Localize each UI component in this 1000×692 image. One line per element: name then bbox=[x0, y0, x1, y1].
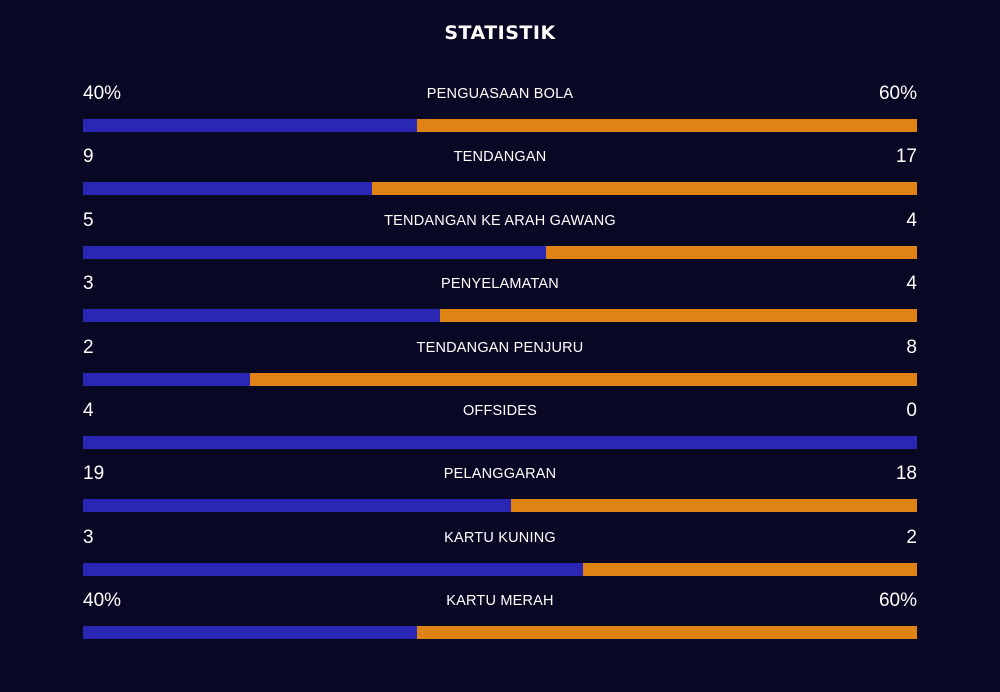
stat-row-yellow-cards: 3 KARTU KUNING 2 bbox=[83, 524, 917, 587]
stat-label: TENDANGAN KE ARAH GAWANG bbox=[384, 212, 616, 229]
away-bar-fill bbox=[583, 562, 917, 576]
away-value: 17 bbox=[895, 146, 917, 168]
comparison-bar bbox=[83, 119, 917, 132]
stat-label: PENGUASAAN BOLA bbox=[426, 86, 574, 102]
comparison-bar bbox=[83, 562, 917, 576]
away-value: 2 bbox=[906, 526, 917, 548]
away-bar-fill bbox=[440, 309, 917, 323]
home-bar-fill bbox=[83, 435, 917, 449]
stat-label: PENYELAMATAN bbox=[441, 276, 559, 293]
away-bar-fill bbox=[546, 245, 917, 259]
home-bar-fill bbox=[83, 182, 372, 196]
stat-row-corners: 2 TENDANGAN PENJURU 8 bbox=[83, 334, 917, 397]
home-value: 9 bbox=[83, 146, 94, 168]
comparison-bar bbox=[83, 182, 917, 196]
home-bar-fill bbox=[83, 562, 584, 576]
stat-label: TENDANGAN PENJURU bbox=[416, 339, 584, 356]
stats-title: STATISTIK bbox=[444, 22, 556, 44]
comparison-bar bbox=[83, 309, 917, 323]
comparison-bar bbox=[83, 435, 917, 449]
away-value: 60% bbox=[878, 590, 917, 612]
away-value: 4 bbox=[906, 209, 917, 231]
stat-label: PELANGGARAN bbox=[443, 466, 557, 483]
away-value: 0 bbox=[906, 399, 917, 421]
stat-row-shots-on-target: 5 TENDANGAN KE ARAH GAWANG 4 bbox=[83, 207, 917, 270]
stat-label: OFFSIDES bbox=[462, 402, 538, 419]
home-bar-fill bbox=[83, 372, 250, 386]
away-value: 60% bbox=[878, 83, 917, 104]
away-bar-fill bbox=[511, 499, 917, 513]
home-value: 5 bbox=[83, 209, 94, 231]
home-bar-fill bbox=[83, 626, 417, 640]
away-bar-fill bbox=[416, 119, 917, 132]
stat-row-ball-possession: 40% PENGUASAAN BOLA 60% bbox=[83, 80, 917, 143]
stat-row-saves: 3 PENYELAMATAN 4 bbox=[83, 270, 917, 333]
home-value: 40% bbox=[83, 590, 122, 612]
stat-row-offsides: 4 OFFSIDES 0 bbox=[83, 397, 917, 460]
stats-list: 40% PENGUASAAN BOLA 60% 9 TENDANGAN 17 5… bbox=[83, 80, 917, 651]
home-bar-fill bbox=[83, 499, 512, 513]
comparison-bar bbox=[83, 245, 917, 259]
home-bar-fill bbox=[83, 309, 441, 323]
comparison-bar bbox=[83, 499, 917, 513]
away-bar-fill bbox=[249, 372, 917, 386]
away-value: 18 bbox=[895, 463, 917, 485]
stat-label: KARTU KUNING bbox=[444, 529, 556, 546]
home-bar-fill bbox=[83, 119, 417, 132]
stat-row-shots: 9 TENDANGAN 17 bbox=[83, 143, 917, 206]
home-value: 4 bbox=[83, 399, 94, 421]
stat-row-fouls: 19 PELANGGARAN 18 bbox=[83, 460, 917, 523]
away-bar-fill bbox=[371, 182, 917, 196]
home-value: 3 bbox=[83, 273, 94, 295]
home-value: 2 bbox=[83, 336, 94, 358]
stat-label: TENDANGAN bbox=[453, 149, 547, 166]
comparison-bar bbox=[83, 626, 917, 640]
home-value: 3 bbox=[83, 526, 94, 548]
stat-row-red-cards: 40% KARTU MERAH 60% bbox=[83, 587, 917, 650]
home-bar-fill bbox=[83, 245, 547, 259]
home-value: 40% bbox=[83, 83, 122, 104]
away-value: 8 bbox=[906, 336, 917, 358]
away-value: 4 bbox=[906, 273, 917, 295]
comparison-bar bbox=[83, 372, 917, 386]
home-value: 19 bbox=[83, 463, 105, 485]
stat-label: KARTU MERAH bbox=[446, 593, 554, 610]
away-bar-fill bbox=[416, 626, 917, 640]
